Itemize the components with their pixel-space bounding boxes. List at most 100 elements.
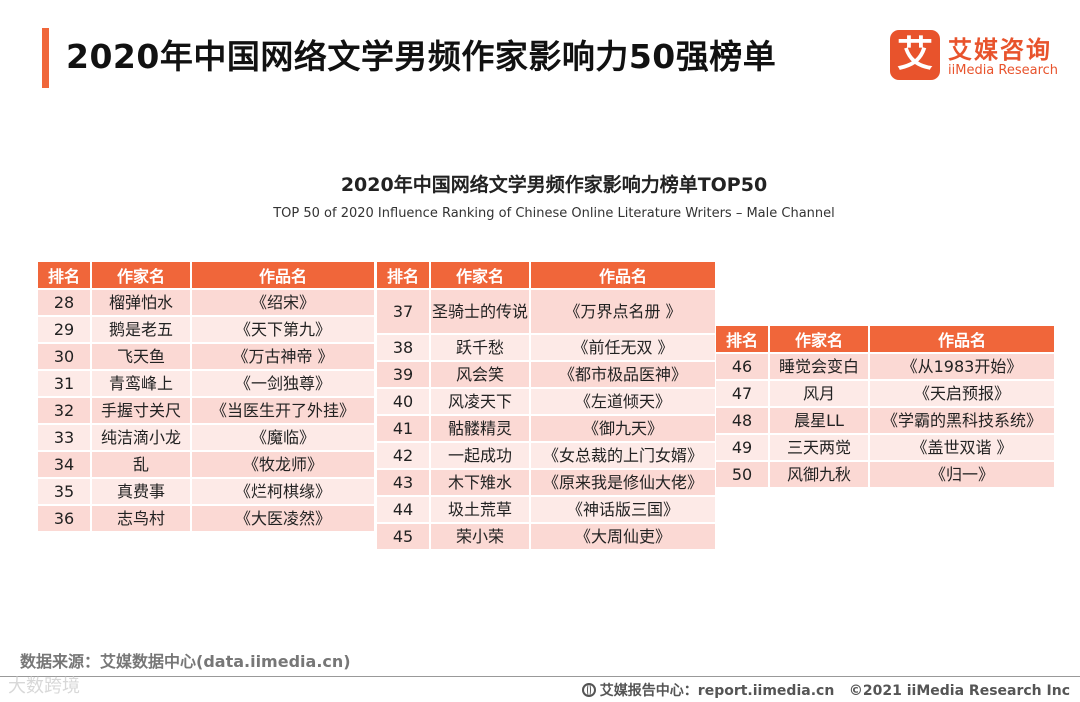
rank-cell: 40 <box>377 389 431 416</box>
table-row: 50 风御九秋 《归一》 <box>716 462 1054 489</box>
rank-cell: 41 <box>377 416 431 443</box>
rank-cell: 35 <box>38 479 92 506</box>
author-cell: 纯洁滴小龙 <box>92 425 192 452</box>
ranking-table-28-36: 排名 作家名 作品名 28 榴弹怕水 《绍宋》 29 鹅是老五 《天下第九》 30 飞天鱼… <box>38 262 374 533</box>
author-cell: 圾土荒草 <box>431 497 531 524</box>
work-column-header: 作品名 <box>192 262 374 290</box>
rank-cell: 32 <box>38 398 92 425</box>
table-row: 37 圣骑士的传说 《万界点名册 》 <box>377 290 715 335</box>
work-cell: 《万古神帝 》 <box>192 344 374 371</box>
work-column-header: 作品名 <box>531 262 715 290</box>
table-row: 44 圾土荒草 《神话版三国》 <box>377 497 715 524</box>
table-header-row: 排名 作家名 作品名 <box>38 262 374 290</box>
work-cell: 《左道倾天》 <box>531 389 715 416</box>
work-cell: 《原来我是修仙大佬》 <box>531 470 715 497</box>
rank-cell: 31 <box>38 371 92 398</box>
table-row: 33 纯洁滴小龙 《魔临》 <box>38 425 374 452</box>
work-cell: 《学霸的黑科技系统》 <box>870 408 1054 435</box>
rank-column-header: 排名 <box>377 262 431 290</box>
work-cell: 《万界点名册 》 <box>531 290 715 335</box>
rank-cell: 42 <box>377 443 431 470</box>
footer-credits: 艾媒报告中心：report.iimedia.cn ©2021 iiMedia R… <box>581 680 1070 700</box>
rank-cell: 30 <box>38 344 92 371</box>
work-cell: 《前任无双 》 <box>531 335 715 362</box>
table-row: 31 青鸾峰上 《一剑独尊》 <box>38 371 374 398</box>
author-cell: 三天两觉 <box>770 435 870 462</box>
work-cell: 《从1983开始》 <box>870 354 1054 381</box>
table-row: 48 晨星LL 《学霸的黑科技系统》 <box>716 408 1054 435</box>
rank-cell: 33 <box>38 425 92 452</box>
table-row: 41 骷髅精灵 《御九天》 <box>377 416 715 443</box>
rank-cell: 37 <box>377 290 431 335</box>
table-row: 45 荣小荣 《大周仙吏》 <box>377 524 715 551</box>
table-header-row: 排名 作家名 作品名 <box>377 262 715 290</box>
logo-mark: 艾 <box>890 30 940 80</box>
rank-cell: 28 <box>38 290 92 317</box>
author-cell: 风月 <box>770 381 870 408</box>
report-center-link[interactable]: 艾媒报告中心：report.iimedia.cn <box>599 683 835 699</box>
rank-column-header: 排名 <box>716 326 770 354</box>
author-column-header: 作家名 <box>92 262 192 290</box>
author-cell: 风御九秋 <box>770 462 870 489</box>
rank-cell: 45 <box>377 524 431 551</box>
work-cell: 《御九天》 <box>531 416 715 443</box>
table-row: 39 风会笑 《都市极品医神》 <box>377 362 715 389</box>
author-column-header: 作家名 <box>431 262 531 290</box>
author-cell: 志鸟村 <box>92 506 192 533</box>
table-row: 30 飞天鱼 《万古神帝 》 <box>38 344 374 371</box>
data-source-note: 数据来源：艾媒数据中心(data.iimedia.cn) <box>20 652 351 671</box>
work-cell: 《绍宋》 <box>192 290 374 317</box>
rank-column-header: 排名 <box>38 262 92 290</box>
ranking-table-37-45: 排名 作家名 作品名 37 圣骑士的传说 《万界点名册 》 38 跃千愁 《前任无双 》… <box>377 262 715 551</box>
work-column-header: 作品名 <box>870 326 1054 354</box>
copyright: ©2021 iiMedia Research Inc <box>848 683 1070 699</box>
iimedia-logo: 艾 艾媒咨询 iiMedia Research <box>890 30 1060 84</box>
author-cell: 飞天鱼 <box>92 344 192 371</box>
globe-icon <box>581 683 596 697</box>
table-row: 38 跃千愁 《前任无双 》 <box>377 335 715 362</box>
author-cell: 手握寸关尺 <box>92 398 192 425</box>
rank-cell: 48 <box>716 408 770 435</box>
table-row: 40 风凌天下 《左道倾天》 <box>377 389 715 416</box>
author-cell: 晨星LL <box>770 408 870 435</box>
work-cell: 《女总裁的上门女婿》 <box>531 443 715 470</box>
author-cell: 风会笑 <box>431 362 531 389</box>
work-cell: 《天启预报》 <box>870 381 1054 408</box>
rank-cell: 44 <box>377 497 431 524</box>
rank-cell: 49 <box>716 435 770 462</box>
work-cell: 《烂柯棋缘》 <box>192 479 374 506</box>
rank-cell: 38 <box>377 335 431 362</box>
work-cell: 《当医生开了外挂》 <box>192 398 374 425</box>
author-column-header: 作家名 <box>770 326 870 354</box>
author-cell: 跃千愁 <box>431 335 531 362</box>
author-cell: 鹅是老五 <box>92 317 192 344</box>
rank-cell: 36 <box>38 506 92 533</box>
author-cell: 风凌天下 <box>431 389 531 416</box>
work-cell: 《魔临》 <box>192 425 374 452</box>
rank-cell: 43 <box>377 470 431 497</box>
table-row: 46 睡觉会变白 《从1983开始》 <box>716 354 1054 381</box>
table-row: 36 志鸟村 《大医凌然》 <box>38 506 374 533</box>
work-cell: 《都市极品医神》 <box>531 362 715 389</box>
table-row: 29 鹅是老五 《天下第九》 <box>38 317 374 344</box>
work-cell: 《牧龙师》 <box>192 452 374 479</box>
table-row: 42 一起成功 《女总裁的上门女婿》 <box>377 443 715 470</box>
author-cell: 乱 <box>92 452 192 479</box>
work-cell: 《一剑独尊》 <box>192 371 374 398</box>
author-cell: 圣骑士的传说 <box>431 290 531 335</box>
author-cell: 木下雉水 <box>431 470 531 497</box>
logo-name-en: iiMedia Research <box>948 63 1059 78</box>
author-cell: 青鸾峰上 <box>92 371 192 398</box>
table-row: 34 乱《牧龙师》 <box>38 452 374 479</box>
work-cell: 《盖世双谐 》 <box>870 435 1054 462</box>
rank-cell: 50 <box>716 462 770 489</box>
author-cell: 榴弹怕水 <box>92 290 192 317</box>
table-row: 43 木下雉水 《原来我是修仙大佬》 <box>377 470 715 497</box>
rank-cell: 29 <box>38 317 92 344</box>
work-cell: 《天下第九》 <box>192 317 374 344</box>
work-cell: 《大周仙吏》 <box>531 524 715 551</box>
logo-name-cn: 艾媒咨询 <box>948 36 1052 64</box>
ranking-title: 2020年中国网络文学男频作家影响力榜单TOP50 <box>340 174 768 196</box>
table-row: 28 榴弹怕水 《绍宋》 <box>38 290 374 317</box>
work-cell: 《大医凌然》 <box>192 506 374 533</box>
